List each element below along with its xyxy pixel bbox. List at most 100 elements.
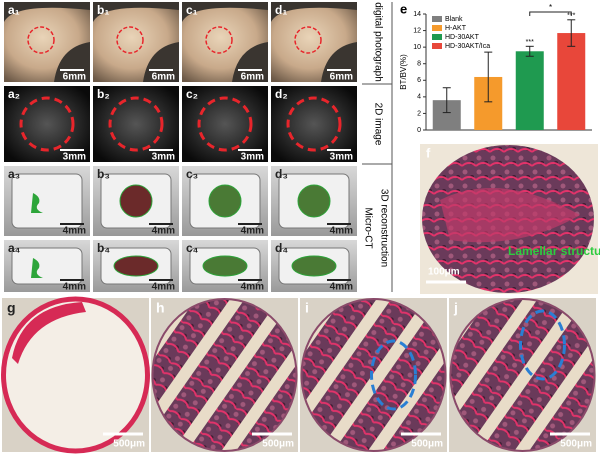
scale-text: 4mm [152, 282, 175, 293]
implant [208, 184, 242, 218]
panel-label: f [426, 145, 431, 160]
panel-label: a₄ [8, 241, 21, 255]
histology-panel: j 500μm [449, 298, 596, 452]
y-tick-label: 8 [417, 61, 421, 68]
implant [291, 255, 337, 277]
scale-text: 500μm [262, 439, 294, 450]
scale-text: 6mm [63, 72, 86, 83]
scale-text: 100μm [428, 267, 460, 278]
scale-text: 4mm [152, 226, 175, 237]
panel-label: d₃ [275, 167, 288, 181]
histology-panel: i 500μm [300, 298, 447, 452]
y-tick-label: 4 [417, 94, 421, 101]
panel-label: d₄ [275, 241, 288, 255]
image-panel: b₂ 3mm [93, 86, 179, 163]
image-panel: a₂ 3mm [4, 86, 90, 163]
y-tick-label: 0 [417, 127, 421, 134]
defect-circle [286, 96, 342, 152]
bone-model [11, 173, 83, 229]
panel-label: b₁ [97, 3, 109, 17]
legend-swatch [432, 16, 442, 22]
panel-label: c₃ [186, 167, 198, 181]
defect-circle [108, 96, 164, 152]
scale-text: 4mm [63, 282, 86, 293]
legend-swatch [432, 34, 442, 40]
side-label: digital photograph [372, 2, 383, 82]
comparison-bracket [529, 11, 572, 16]
scale-text: 3mm [152, 152, 175, 163]
implant [113, 255, 159, 277]
scale-text: 4mm [241, 226, 264, 237]
scale-text: 6mm [241, 72, 264, 83]
scale-text: 4mm [330, 282, 353, 293]
scale-text: 500μm [560, 439, 592, 450]
panel-label: h [156, 300, 165, 316]
y-tick-label: 2 [417, 110, 421, 117]
defect-circle [19, 96, 75, 152]
y-axis-label: BT/BV(%) [399, 54, 408, 90]
legend-label: Blank [445, 16, 463, 23]
implant [202, 255, 248, 277]
panel-label: b₄ [97, 241, 110, 255]
highlight-circle [370, 339, 417, 411]
panel-label: d₁ [275, 3, 287, 17]
lamella [440, 188, 580, 243]
bar [515, 51, 544, 130]
legend-label: HD-30AKT [445, 34, 480, 41]
scale-text: 500μm [113, 439, 145, 450]
defect-circle [294, 26, 322, 54]
panel-label: e [400, 1, 407, 16]
panel-label: a₁ [8, 3, 20, 17]
cortical-bone [12, 302, 86, 364]
image-panel: b₃ 4mm [93, 166, 179, 237]
image-panel: d₁ 6mm [271, 2, 357, 83]
y-tick-label: 10 [413, 44, 421, 51]
micrograph [300, 298, 447, 452]
image-panel: d₂ 3mm [271, 86, 357, 163]
panel-label: d₂ [275, 87, 288, 101]
micrograph [151, 298, 298, 452]
micro-ct-grid: a₁ 6mm b₁ 6mm c₁ 6mm d₁ 6mm a₂ 3mm b₂ 3mm c₂ 3mm d₂ 3mm… [4, 2, 357, 293]
histology-panel: h 500μm [151, 298, 298, 452]
new-bone [31, 258, 43, 278]
legend-swatch [432, 43, 442, 49]
scale-text: 3mm [241, 152, 264, 163]
scale-text: 3mm [63, 152, 86, 163]
image-panel: a₃ 4mm [4, 166, 90, 237]
micrograph [1, 296, 150, 454]
defect-circle [116, 26, 144, 54]
y-tick-label: 6 [417, 77, 421, 84]
image-panel: c₂ 3mm [182, 86, 268, 163]
bone [93, 7, 179, 82]
histology-row: g 500μm h 500μm i 500μm j 500μm [1, 296, 596, 454]
panel-label: i [305, 300, 309, 316]
group-label: Micro-CT [362, 207, 373, 248]
comparison-marker: * [549, 3, 552, 12]
bar [557, 33, 586, 130]
implant [119, 184, 153, 218]
panel-label: c₄ [186, 241, 199, 255]
significance-marker: *** [526, 39, 534, 46]
bone-model [11, 247, 83, 285]
error-bar [484, 51, 493, 103]
image-panel: b₄ 4mm [93, 240, 179, 293]
implant [297, 184, 331, 218]
error-bar [442, 87, 451, 114]
scale-text: 4mm [241, 282, 264, 293]
scale-text: 6mm [330, 72, 353, 83]
image-panel: a₁ 6mm [4, 2, 90, 83]
side-label: 3D reconstruction [378, 189, 389, 267]
panel-label: b₂ [97, 87, 110, 101]
side-label: 2D image [372, 103, 383, 146]
scale-text: 6mm [152, 72, 175, 83]
image-panel: b₁ 6mm [93, 2, 179, 83]
panel-label: g [7, 300, 16, 316]
scale-text: 4mm [63, 226, 86, 237]
image-panel: d₄ 4mm [271, 240, 357, 293]
legend-swatch [432, 25, 442, 31]
image-panel: d₃ 4mm [271, 166, 357, 237]
image-panel: c₁ 6mm [182, 2, 268, 83]
panel-label: a₂ [8, 87, 20, 101]
micrograph [449, 298, 596, 452]
bone [182, 7, 268, 82]
